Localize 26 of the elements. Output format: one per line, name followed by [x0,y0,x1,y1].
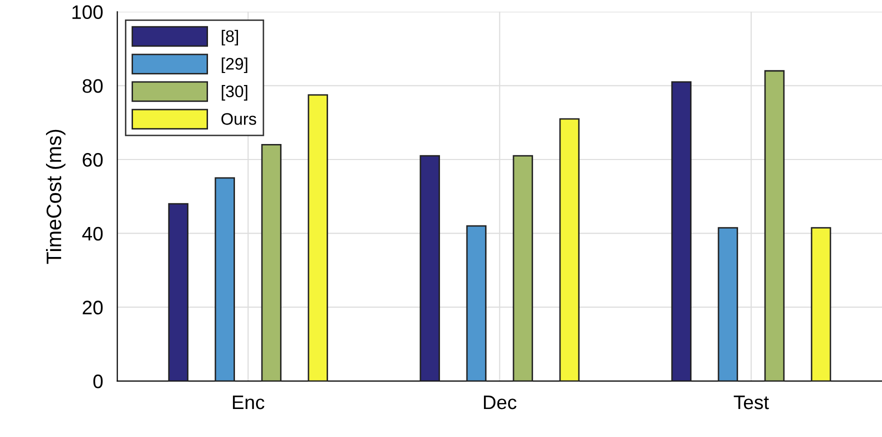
bar [671,81,692,382]
bar [214,177,235,382]
y-tick-label: 0 [93,374,103,388]
bar [420,155,440,382]
bar [466,225,487,382]
bar [718,227,738,382]
x-tick-label: Enc [232,396,264,410]
bar [261,144,282,382]
y-tick-label: 100 [72,5,103,20]
legend-label: Ours [221,113,256,125]
x-tick-label: Dec [484,396,516,410]
bar [168,203,188,382]
bar [559,118,580,382]
legend-label: [29] [222,57,248,74]
bar [308,94,328,382]
legend-label: [8] [222,30,238,46]
y-tick-label: 60 [82,152,103,167]
legend-label: [30] [222,85,248,101]
y-tick-label: 20 [82,300,103,314]
bar [512,155,534,382]
bar [810,227,832,382]
bar [764,70,785,382]
y-tick-label: 40 [82,226,103,241]
x-tick-label: Test [734,396,769,410]
y-tick-label: 80 [82,79,103,93]
y-axis-title: TimeCost (ms) [46,130,66,264]
